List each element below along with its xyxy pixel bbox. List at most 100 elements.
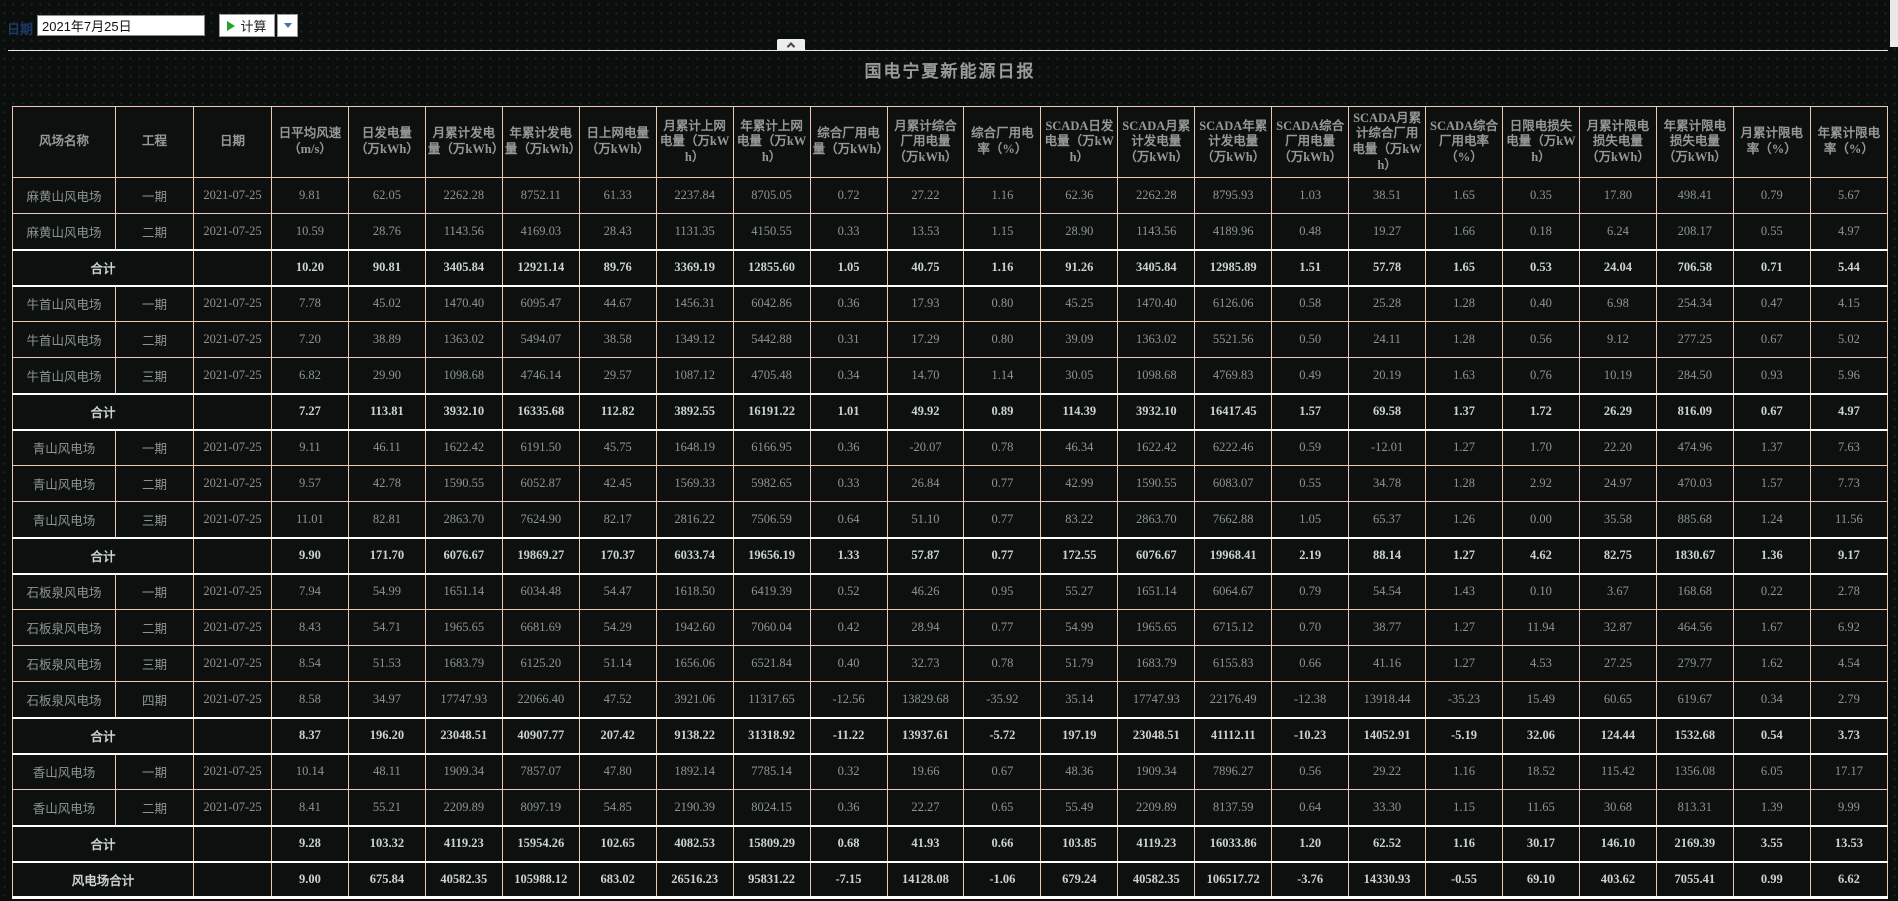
value-cell: 6042.86 <box>732 285 811 322</box>
value-cell: 0.54 <box>1732 716 1811 755</box>
value-cell: 18.52 <box>1502 753 1580 790</box>
farm-name-cell: 香山风电场 <box>12 753 116 790</box>
value-cell: 124.44 <box>1578 716 1657 755</box>
value-cell: 0.64 <box>809 501 888 538</box>
value-cell: 9.00 <box>271 860 349 899</box>
value-cell: 2209.89 <box>1117 789 1196 826</box>
value-cell: 0.99 <box>1732 860 1811 899</box>
value-cell: 57.78 <box>1348 248 1427 287</box>
value-cell: 29.90 <box>347 357 426 394</box>
value-cell: 0.48 <box>1271 213 1350 250</box>
value-cell: 24.04 <box>1578 248 1657 287</box>
value-cell: 464.56 <box>1655 609 1734 646</box>
value-cell: -3.76 <box>1271 860 1350 899</box>
value-cell: 3.67 <box>1578 573 1657 610</box>
value-cell: 683.02 <box>578 860 657 899</box>
value-cell: 103.32 <box>347 824 426 863</box>
column-header: 日限电损失电量（万kWh） <box>1502 106 1580 178</box>
value-cell: 54.54 <box>1348 573 1427 610</box>
value-cell: 13.53 <box>1809 824 1889 863</box>
value-cell: 6095.47 <box>501 285 580 322</box>
value-cell: 0.71 <box>1732 248 1811 287</box>
value-cell: 4.15 <box>1809 285 1889 322</box>
value-cell: 8752.11 <box>501 177 580 214</box>
value-cell: 0.36 <box>809 285 888 322</box>
value-cell: 32.06 <box>1502 716 1580 755</box>
value-cell: 8097.19 <box>501 789 580 826</box>
collapse-icon <box>786 41 796 51</box>
date-cell: 2021-07-25 <box>193 645 272 682</box>
value-cell: 15954.26 <box>501 824 580 863</box>
value-cell: 114.39 <box>1040 392 1119 431</box>
value-cell: 1965.65 <box>424 609 503 646</box>
calculate-button[interactable]: 计算 <box>219 14 275 37</box>
value-cell: 7785.14 <box>732 753 811 790</box>
value-cell: 7624.90 <box>501 501 580 538</box>
value-cell: 1651.14 <box>1117 573 1196 610</box>
value-cell: 30.05 <box>1040 357 1119 394</box>
farm-name-cell: 青山风电场 <box>12 465 116 502</box>
value-cell: 1.63 <box>1425 357 1503 394</box>
value-cell: 27.25 <box>1578 645 1657 682</box>
value-cell: 0.65 <box>963 789 1042 826</box>
value-cell: 7896.27 <box>1194 753 1273 790</box>
value-cell: 41.93 <box>886 824 965 863</box>
value-cell: 14052.91 <box>1348 716 1427 755</box>
value-cell: 6191.50 <box>501 429 580 466</box>
value-cell: 26.84 <box>886 465 965 502</box>
value-cell: 31318.92 <box>732 716 811 755</box>
value-cell: 1648.19 <box>655 429 734 466</box>
value-cell: 105988.12 <box>501 860 580 899</box>
value-cell: 1830.67 <box>1655 536 1734 575</box>
value-cell: 1.27 <box>1425 645 1503 682</box>
value-cell: -12.56 <box>809 681 888 718</box>
value-cell: 19656.19 <box>732 536 811 575</box>
value-cell: 197.19 <box>1040 716 1119 755</box>
value-cell: 39.09 <box>1040 321 1119 358</box>
value-cell: 2.78 <box>1809 573 1889 610</box>
value-cell: 170.37 <box>578 536 657 575</box>
value-cell: 1.72 <box>1502 392 1580 431</box>
value-cell: 1143.56 <box>1117 213 1196 250</box>
value-cell: 16417.45 <box>1194 392 1273 431</box>
value-cell: 24.97 <box>1578 465 1657 502</box>
value-cell: 0.89 <box>963 392 1042 431</box>
value-cell: 403.62 <box>1578 860 1657 899</box>
date-picker[interactable] <box>37 15 237 36</box>
collapse-toolbar-button[interactable] <box>777 39 805 51</box>
value-cell: 0.70 <box>1271 609 1350 646</box>
value-cell: 90.81 <box>347 248 426 287</box>
value-cell: 26516.23 <box>655 860 734 899</box>
value-cell: 0.34 <box>809 357 888 394</box>
value-cell: 7.27 <box>271 392 349 431</box>
value-cell: 17.17 <box>1809 753 1889 790</box>
value-cell: 1683.79 <box>1117 645 1196 682</box>
value-cell: 0.79 <box>1271 573 1350 610</box>
value-cell: 3.73 <box>1809 716 1889 755</box>
value-cell: 1590.55 <box>1117 465 1196 502</box>
value-cell: 1683.79 <box>424 645 503 682</box>
value-cell: 0.78 <box>963 429 1042 466</box>
date-cell: 2021-07-25 <box>193 465 272 502</box>
value-cell: 2.79 <box>1809 681 1889 718</box>
date-cell: 2021-07-25 <box>193 177 272 214</box>
value-cell: 12855.60 <box>732 248 811 287</box>
value-cell: 40582.35 <box>424 860 503 899</box>
scrollbar-strip[interactable] <box>1890 0 1898 47</box>
column-header: SCADA月累计发电量（万kWh） <box>1117 106 1196 178</box>
value-cell: -10.23 <box>1271 716 1350 755</box>
value-cell: 1892.14 <box>655 753 734 790</box>
value-cell: 69.58 <box>1348 392 1427 431</box>
value-cell: 1349.12 <box>655 321 734 358</box>
value-cell: 48.11 <box>347 753 426 790</box>
value-cell: 885.68 <box>1655 501 1734 538</box>
value-cell: 5982.65 <box>732 465 811 502</box>
date-input[interactable] <box>38 18 222 33</box>
value-cell: 6.92 <box>1809 609 1889 646</box>
value-cell: 24.11 <box>1348 321 1427 358</box>
value-cell: 49.92 <box>886 392 965 431</box>
farm-name-cell: 麻黄山风电场 <box>12 177 116 214</box>
value-cell: -1.06 <box>963 860 1042 899</box>
value-cell: 1.16 <box>1425 824 1503 863</box>
calculate-dropdown-button[interactable] <box>277 14 298 37</box>
